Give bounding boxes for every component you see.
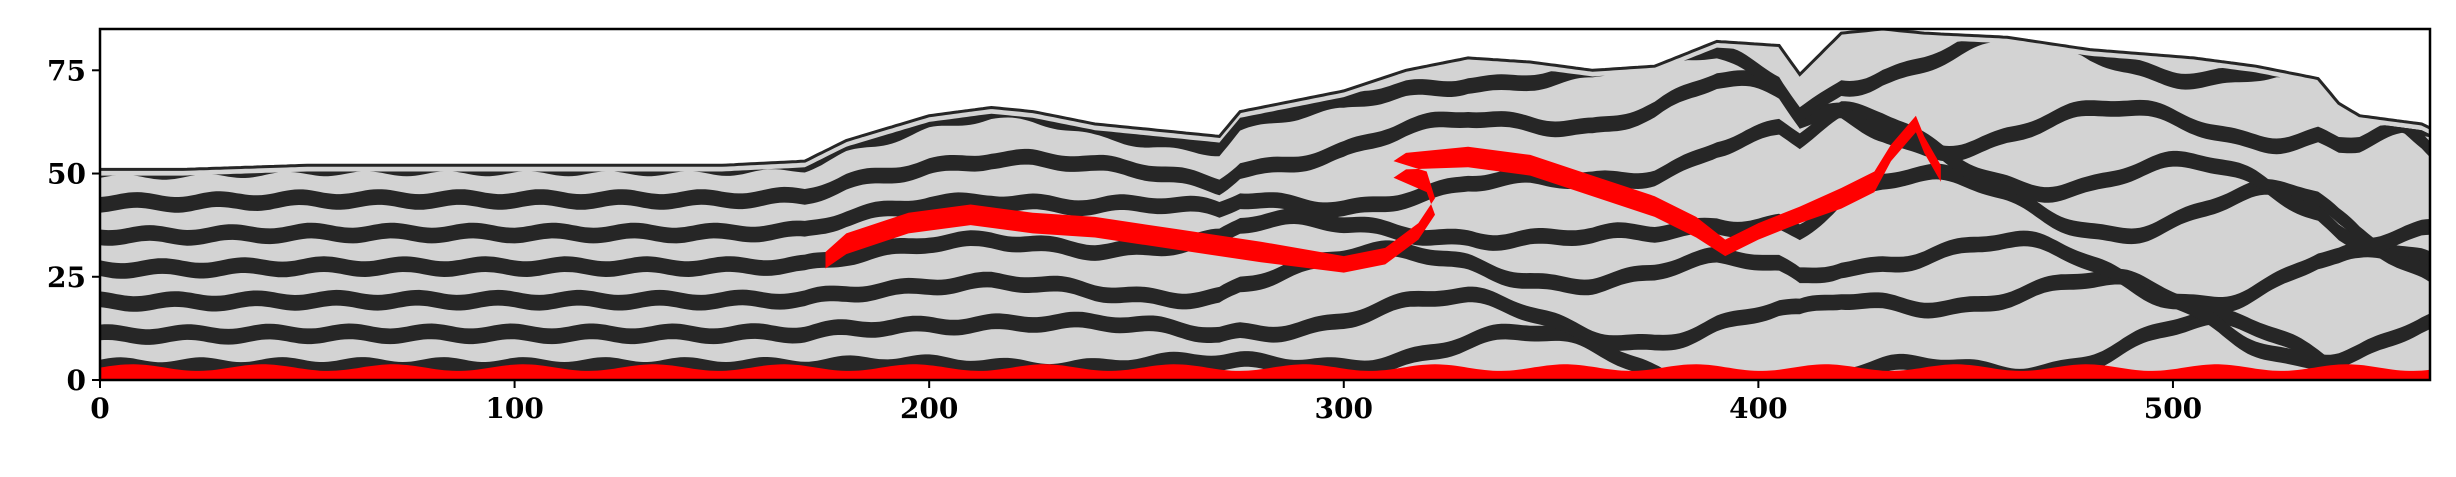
plot-area <box>98 27 2432 382</box>
y-tick-label: 0 <box>67 364 86 397</box>
basal-red-layer <box>100 364 2430 380</box>
x-axis: 0 100 200 300 400 500 <box>90 380 2202 425</box>
dark-layer-band <box>100 308 2430 380</box>
x-tick-label: 500 <box>2144 392 2202 425</box>
dark-layer-band <box>100 70 2430 213</box>
plot-frame <box>98 27 2432 382</box>
x-tick-label: 400 <box>1729 392 1787 425</box>
y-tick-label: 25 <box>47 261 86 294</box>
x-tick-label: 100 <box>485 392 543 425</box>
x-tick-label: 200 <box>900 392 958 425</box>
x-tick-label: 0 <box>90 392 109 425</box>
red-layer-group <box>100 115 2430 380</box>
x-tick-label: 300 <box>1315 392 1373 425</box>
red-layer-band <box>825 115 1941 273</box>
dark-layer-band <box>100 230 2430 313</box>
y-axis: 0 25 50 75 <box>47 54 100 397</box>
y-tick-label: 75 <box>47 54 86 87</box>
top-surface-line <box>100 29 2430 171</box>
y-tick-label: 50 <box>47 158 86 191</box>
dark-layer-band <box>100 101 2430 254</box>
